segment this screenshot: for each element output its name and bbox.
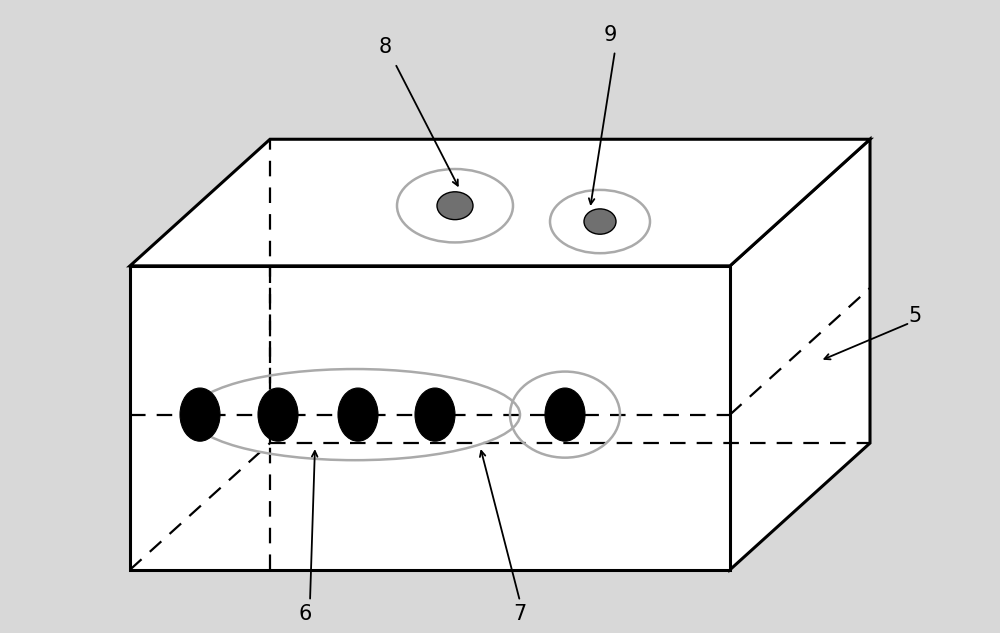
Ellipse shape: [397, 169, 513, 242]
Ellipse shape: [180, 388, 220, 441]
Ellipse shape: [437, 192, 473, 220]
Ellipse shape: [545, 388, 585, 441]
Polygon shape: [130, 266, 730, 570]
Text: 9: 9: [603, 25, 617, 45]
Ellipse shape: [338, 388, 378, 441]
Text: 6: 6: [298, 604, 312, 624]
Ellipse shape: [415, 388, 455, 441]
Ellipse shape: [258, 388, 298, 441]
Ellipse shape: [550, 190, 650, 253]
Polygon shape: [730, 139, 870, 570]
Polygon shape: [130, 139, 870, 266]
Text: 7: 7: [513, 604, 527, 624]
Text: 5: 5: [908, 306, 922, 327]
Ellipse shape: [584, 209, 616, 234]
Text: 8: 8: [378, 37, 392, 58]
